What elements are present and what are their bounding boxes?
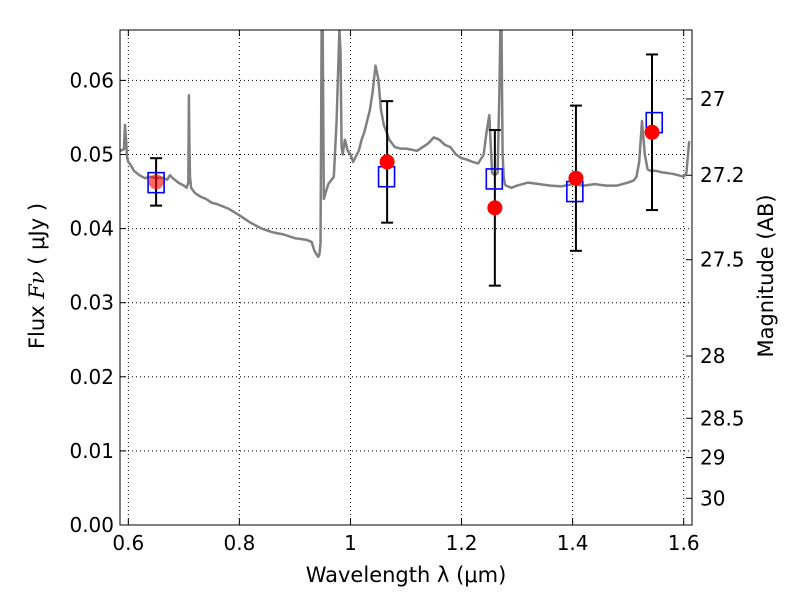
y-axis-title-symbol: Fν	[25, 271, 49, 300]
y2-tick-label: 27.5	[700, 248, 745, 272]
x-tick-label: 0.8	[223, 531, 255, 555]
observed-flux-point	[148, 174, 164, 190]
y2-tick-label: 30	[700, 486, 725, 510]
y2-tick-label: 28	[700, 344, 725, 368]
model-spectrum	[120, 30, 691, 259]
y2-axis-title: Magnitude (AB)	[754, 194, 778, 357]
y2-tick-label: 29	[700, 446, 725, 470]
axis-ticks: 0.6 0.8 1 1.2 1.4 1.6 0.00 0.01 0.02 0.03 0.04 0.05…	[69, 30, 745, 555]
y-tick-label: 0.03	[69, 291, 114, 315]
spectrum-line	[120, 30, 691, 259]
observed-flux-point	[487, 200, 503, 216]
y2-tick-label: 27	[700, 87, 725, 111]
y-tick-label: 0.00	[69, 513, 114, 537]
model-flux-marker	[485, 168, 504, 190]
y-tick-label: 0.01	[69, 439, 114, 463]
observed-flux-point	[644, 124, 660, 140]
x-tick-label: 1	[344, 531, 357, 555]
x-tick-label: 0.6	[112, 531, 144, 555]
y-axis-title-unit: ( μJy )	[25, 203, 49, 271]
error-bars	[150, 53, 659, 287]
x-tick-label: 1.6	[668, 531, 700, 555]
y-tick-label: 0.05	[69, 142, 114, 166]
y-axis-title: Flux Fν ( μJy )	[25, 203, 49, 349]
grid-lines	[120, 30, 692, 526]
observed-flux-point	[379, 154, 395, 170]
y-tick-label: 0.02	[69, 365, 114, 389]
model-flux-marker	[147, 171, 165, 194]
observed-flux-point	[568, 170, 584, 186]
x-tick-label: 1.2	[446, 531, 478, 555]
plot-frame	[119, 29, 693, 526]
y-axis-title-prefix: Flux	[25, 299, 49, 349]
model-band-fluxes	[147, 111, 664, 203]
x-axis-title: Wavelength λ (μm)	[306, 563, 507, 587]
y-tick-label: 0.06	[69, 68, 114, 92]
y2-tick-label: 27.2	[700, 163, 745, 187]
y-tick-label: 0.04	[69, 217, 114, 241]
y2-tick-label: 28.5	[700, 406, 745, 430]
x-tick-label: 1.4	[557, 531, 589, 555]
observed-fluxes	[148, 124, 660, 216]
